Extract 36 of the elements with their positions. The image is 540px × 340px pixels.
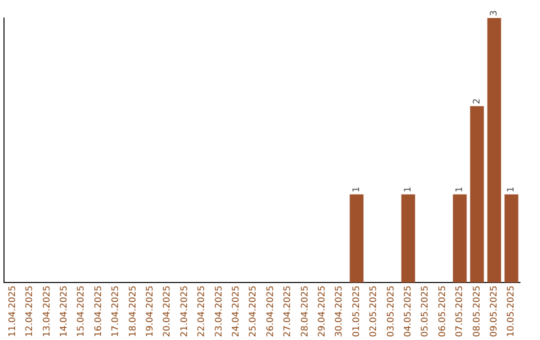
data-label: 1 [506,186,517,192]
x-tick-label: 26.04.2025 [266,285,276,337]
x-tick-label: 20.04.2025 [162,285,173,337]
x-tick-label: 18.04.2025 [128,285,138,337]
x-tick-label: 03.05.2025 [386,285,396,337]
x-tick-label: 07.05.2025 [455,285,466,337]
x-tick-label: 09.05.2025 [490,285,500,337]
x-tick-label: 15.04.2025 [76,285,87,337]
x-tick-label: 06.05.2025 [438,285,448,337]
x-tick-label: 08.05.2025 [472,285,482,337]
x-tick-label: 02.05.2025 [369,285,380,337]
x-tick-label: 28.04.2025 [300,285,310,337]
x-tick-label: 05.05.2025 [420,285,431,337]
data-label: 3 [490,10,500,16]
x-tick-label: 04.05.2025 [404,285,414,337]
x-tick-label: 11.04.2025 [8,285,18,337]
data-label: 2 [472,98,482,104]
x-tick-label: 16.04.2025 [94,285,104,337]
data-label: 1 [404,186,414,192]
x-tick-label: 24.04.2025 [232,285,242,337]
x-tick-label: 27.04.2025 [283,285,294,337]
x-tick-label: 12.04.2025 [25,285,36,337]
x-tick-label: 22.04.2025 [197,285,208,337]
data-label: 1 [352,186,362,192]
x-tick-label: 01.05.2025 [352,285,362,337]
x-tick-label: 30.04.2025 [334,285,345,337]
x-tick-label: 14.04.2025 [60,285,70,337]
x-tick-label: 17.04.2025 [111,285,122,337]
x-tick-label: 23.04.2025 [214,285,224,337]
x-tick-label: 10.05.2025 [506,285,517,337]
x-tick-label: 29.04.2025 [318,285,328,337]
x-tick-label: 13.04.2025 [42,285,52,337]
x-tick-label: 25.04.2025 [248,285,259,337]
x-tick-label: 21.04.2025 [180,285,190,337]
x-tick-label: 19.04.2025 [146,285,156,337]
data-label: 1 [455,186,466,192]
